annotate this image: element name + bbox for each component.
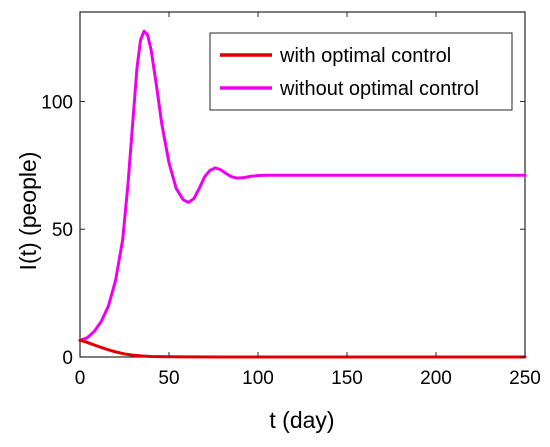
series-line-without-optimal-control xyxy=(78,29,527,342)
legend: with optimal control without optimal cont… xyxy=(209,32,513,111)
y-tick-label: 0 xyxy=(62,348,73,369)
legend-label-without-optimal-control: without optimal control xyxy=(279,78,479,100)
series-line-with-optimal-control xyxy=(78,338,527,359)
y-tick-label: 50 xyxy=(52,220,73,241)
x-axis-ticks: 0 50 100 150 200 250 xyxy=(75,12,541,389)
y-axis-label: I(t) (people) xyxy=(15,152,41,271)
y-tick-label: 100 xyxy=(41,92,73,113)
legend-box xyxy=(209,32,513,111)
legend-label-with-optimal-control: with optimal control xyxy=(279,45,451,67)
x-tick-label: 150 xyxy=(331,368,363,389)
x-tick-label: 100 xyxy=(242,368,274,389)
x-tick-label: 250 xyxy=(509,368,541,389)
x-tick-label: 50 xyxy=(158,368,179,389)
x-tick-label: 0 xyxy=(75,368,86,389)
x-axis-label: t (day) xyxy=(269,407,334,433)
y-axis-ticks: 0 50 100 xyxy=(41,92,525,369)
x-tick-label: 200 xyxy=(420,368,452,389)
